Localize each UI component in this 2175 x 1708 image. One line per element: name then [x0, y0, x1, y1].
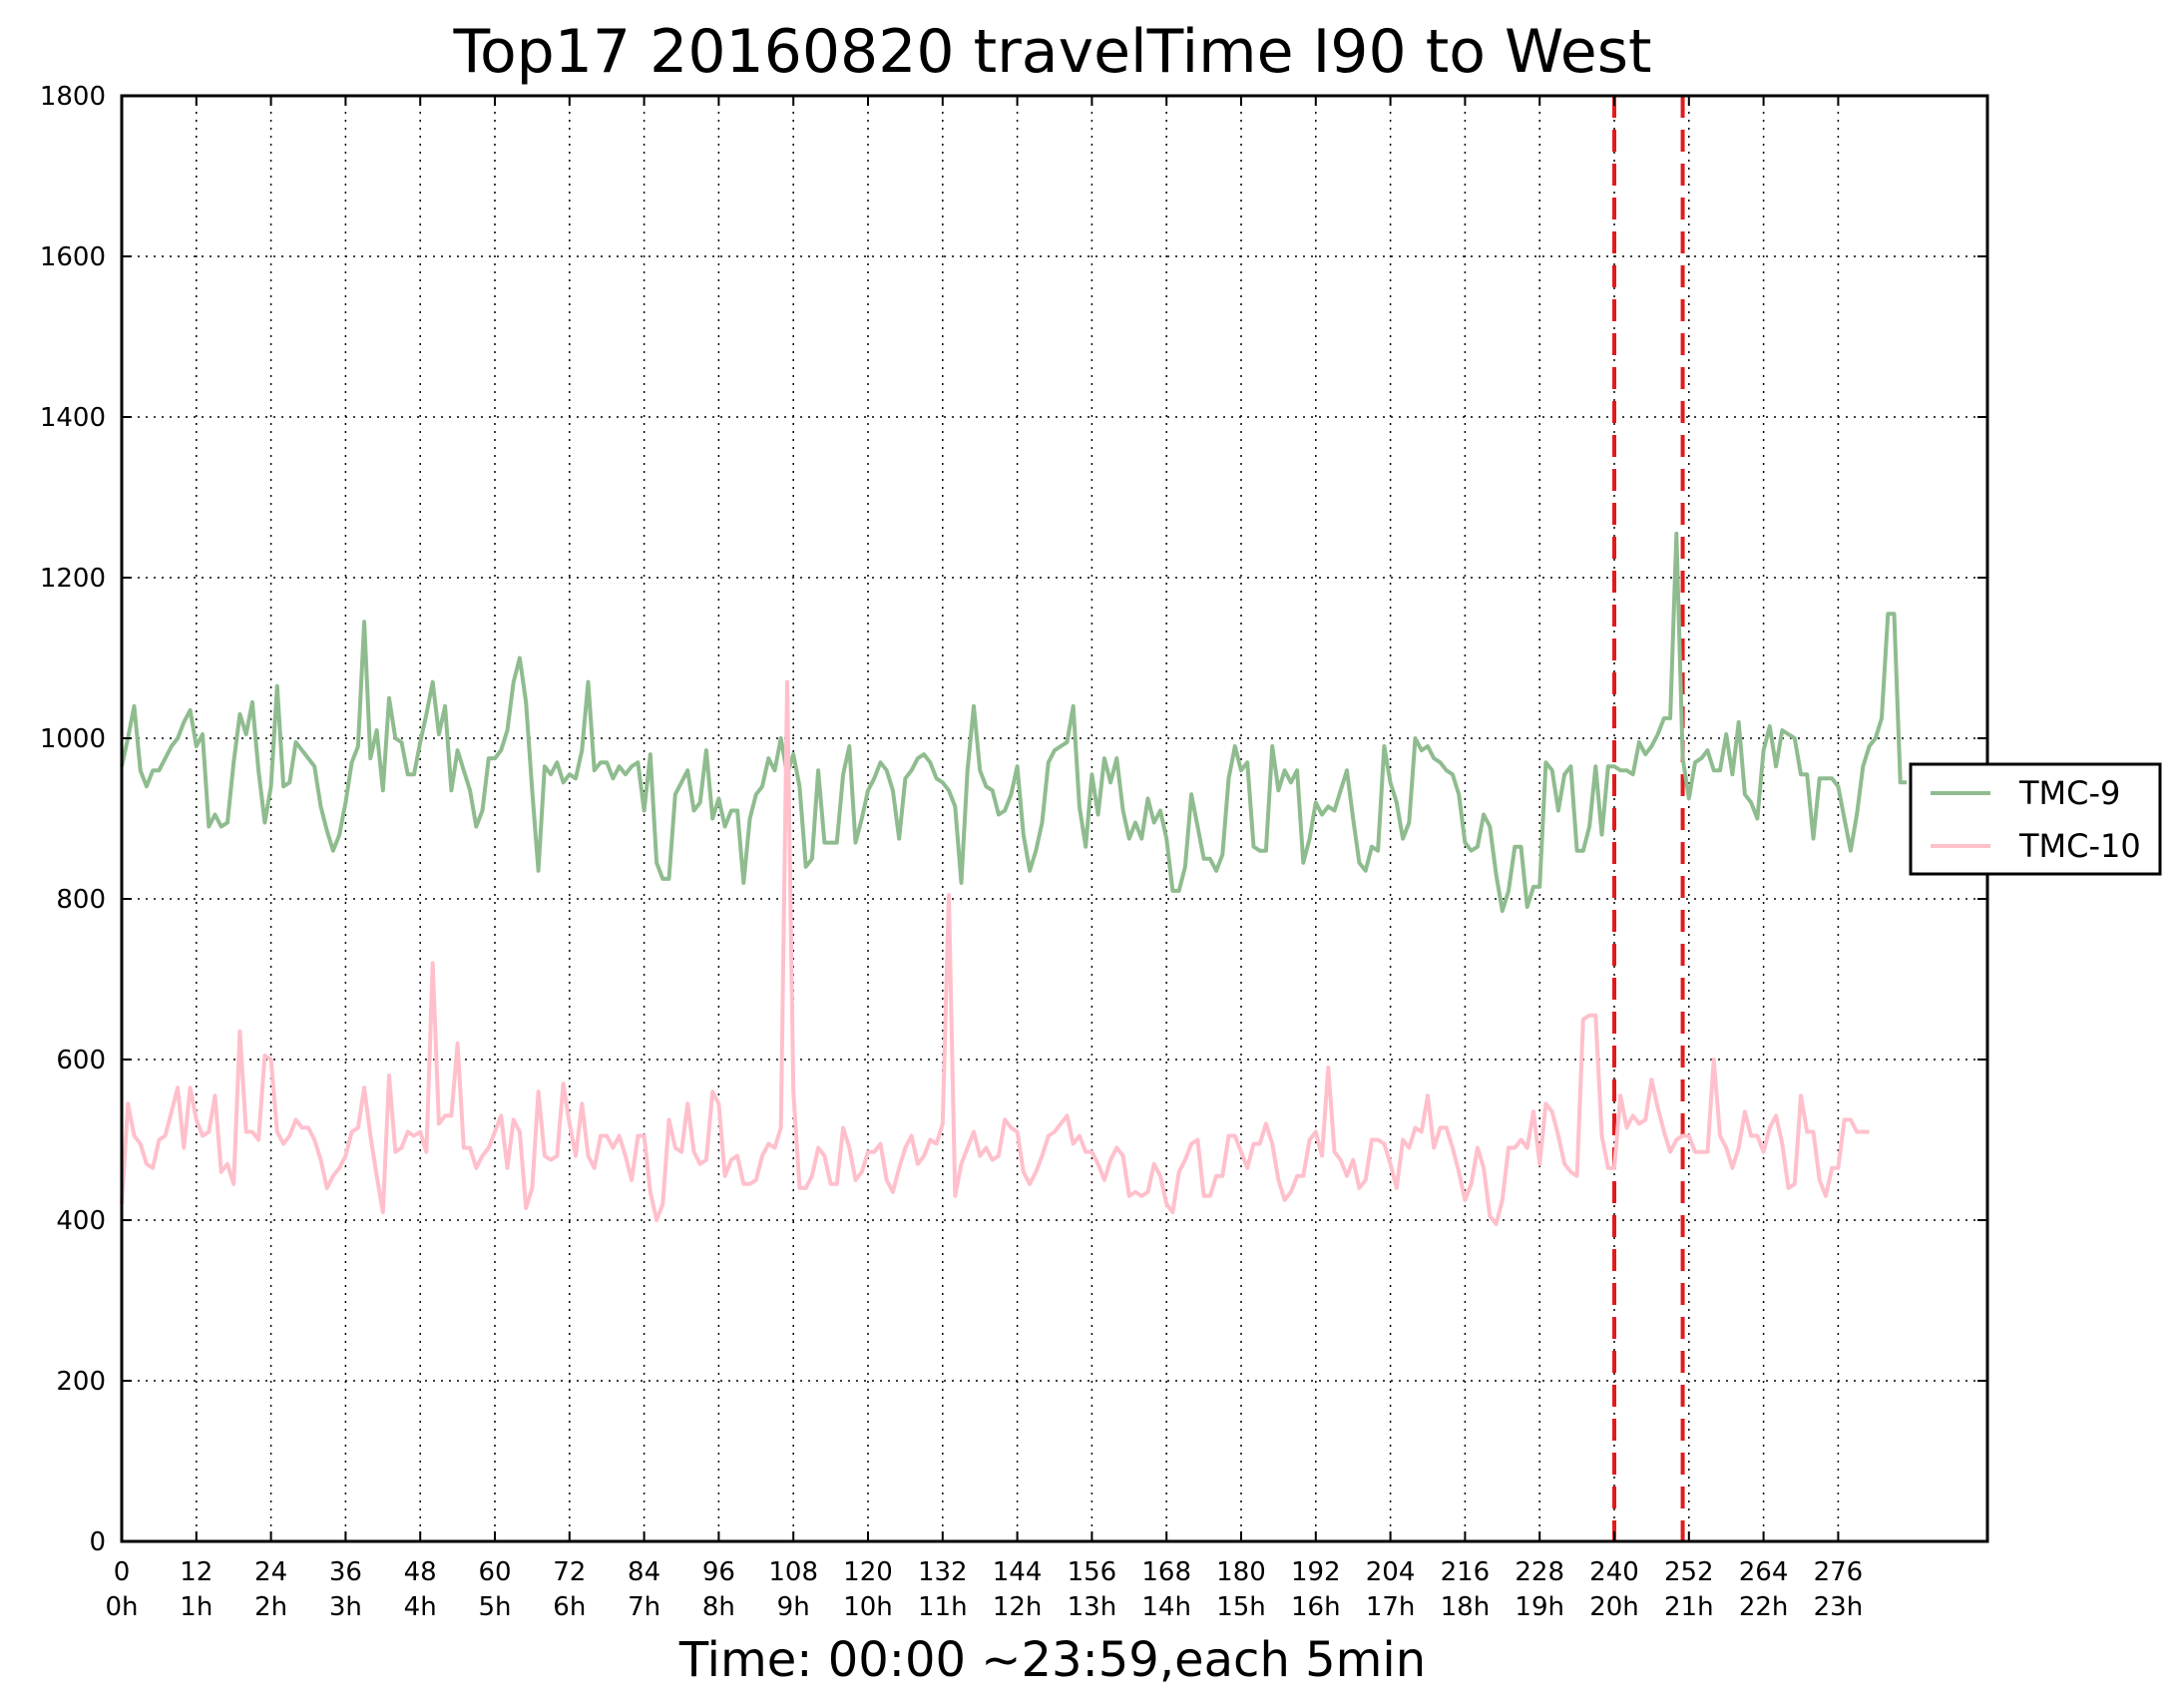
x-tick-hour-label: 19h: [1515, 1592, 1564, 1622]
x-tick-hour-label: 23h: [1814, 1592, 1864, 1622]
y-tick-label: 800: [56, 885, 106, 915]
x-tick-label: 144: [993, 1557, 1043, 1587]
y-tick-label: 0: [89, 1527, 106, 1557]
x-tick-hour-label: 3h: [329, 1592, 362, 1622]
x-tick-hour-label: 18h: [1441, 1592, 1491, 1622]
x-tick-label: 24: [254, 1557, 287, 1587]
x-tick-label: 276: [1814, 1557, 1864, 1587]
x-tick-label: 180: [1216, 1557, 1266, 1587]
x-tick-label: 120: [843, 1557, 893, 1587]
x-tick-hour-label: 2h: [254, 1592, 287, 1622]
y-tick-label: 600: [56, 1046, 106, 1075]
x-tick-hour-label: 21h: [1664, 1592, 1714, 1622]
x-tick-hour-label: 11h: [918, 1592, 968, 1622]
series-line-tmc-9: [120, 531, 1907, 914]
x-tick-hour-label: 4h: [404, 1592, 437, 1622]
y-tick-label: 400: [56, 1206, 106, 1236]
x-tick-hour-label: 13h: [1068, 1592, 1117, 1622]
x-axis-label: Time: 00:00 ~23:59,each 5min: [678, 1632, 1426, 1688]
x-tick-hour-label: 7h: [628, 1592, 660, 1622]
x-tick-label: 96: [702, 1557, 735, 1587]
y-tick-label: 200: [56, 1367, 106, 1397]
y-tick-label: 1200: [40, 564, 106, 594]
x-tick-hour-label: 1h: [180, 1592, 213, 1622]
x-tick-hour-label: 0h: [105, 1592, 138, 1622]
x-tick-label: 108: [768, 1557, 818, 1587]
chart-title: Top17 20160820 travelTime I90 to West: [452, 17, 1651, 87]
x-tick-hour-label: 9h: [777, 1592, 810, 1622]
x-tick-hour-label: 22h: [1739, 1592, 1789, 1622]
x-tick-hour-label: 15h: [1216, 1592, 1266, 1622]
x-tick-label: 204: [1366, 1557, 1416, 1587]
x-tick-label: 12: [180, 1557, 213, 1587]
vertical-markers: [1612, 96, 1685, 1541]
x-axis-ticks: 0 0h 12 1h 24 2h 36 3h 48 4h 60 5h 72 6h 84 7h 96 8h 108 9h…: [105, 96, 1863, 1622]
x-tick-label: 216: [1441, 1557, 1491, 1587]
x-tick-label: 264: [1739, 1557, 1789, 1587]
x-tick-hour-label: 12h: [993, 1592, 1043, 1622]
y-tick-label: 1000: [40, 724, 106, 754]
x-tick-label: 60: [478, 1557, 511, 1587]
x-tick-label: 192: [1291, 1557, 1341, 1587]
x-tick-label: 252: [1664, 1557, 1714, 1587]
x-tick-label: 132: [918, 1557, 968, 1587]
legend-label-tmc-10: TMC-10: [2018, 827, 2141, 865]
x-tick-label: 36: [329, 1557, 362, 1587]
x-tick-hour-label: 6h: [553, 1592, 586, 1622]
y-tick-label: 1800: [40, 82, 106, 112]
x-tick-hour-label: 20h: [1589, 1592, 1639, 1622]
y-axis-ticks: 0 200 400 600 800 1000 1200 1400 1600 1800: [40, 82, 1987, 1557]
x-tick-label: 48: [404, 1557, 437, 1587]
x-tick-hour-label: 17h: [1366, 1592, 1416, 1622]
x-tick-hour-label: 10h: [843, 1592, 893, 1622]
x-tick-label: 72: [553, 1557, 586, 1587]
legend-label-tmc-9: TMC-9: [2018, 774, 2120, 812]
series-line-tmc-10: [120, 679, 1870, 1226]
x-tick-hour-label: 16h: [1291, 1592, 1341, 1622]
y-tick-label: 1600: [40, 242, 106, 272]
x-tick-label: 240: [1589, 1557, 1639, 1587]
series-lines: [120, 531, 1907, 1226]
x-tick-hour-label: 5h: [478, 1592, 511, 1622]
x-tick-hour-label: 14h: [1141, 1592, 1191, 1622]
x-tick-label: 84: [628, 1557, 660, 1587]
x-tick-hour-label: 8h: [702, 1592, 735, 1622]
x-tick-label: 156: [1068, 1557, 1117, 1587]
legend-box: [1909, 762, 2162, 876]
x-tick-label: 0: [114, 1557, 131, 1587]
x-tick-label: 168: [1141, 1557, 1191, 1587]
x-tick-label: 228: [1515, 1557, 1564, 1587]
legend: TMC-9 TMC-10: [1909, 762, 2162, 876]
y-tick-label: 1400: [40, 403, 106, 433]
